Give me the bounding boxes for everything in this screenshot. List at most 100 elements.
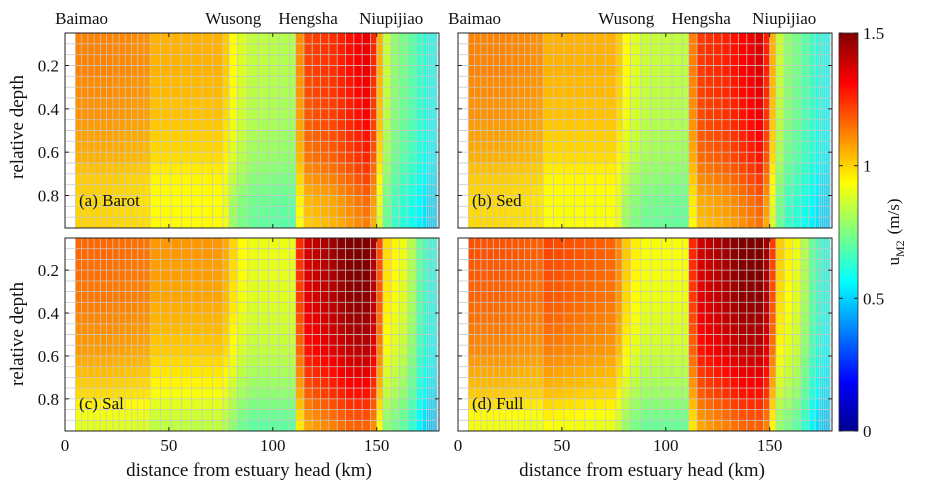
heatmap-cell: [426, 270, 430, 282]
heatmap-cell: [312, 345, 321, 357]
heatmap-cell: [87, 420, 95, 432]
heatmap-cell: [222, 206, 230, 218]
heatmap-cell: [345, 302, 355, 314]
heatmap-cell: [615, 334, 623, 346]
heatmap-cell: [622, 420, 631, 432]
heatmap-cell: [125, 141, 132, 153]
heatmap-cell: [825, 313, 829, 325]
heatmap-cell: [661, 302, 673, 314]
heatmap-cell: [345, 76, 355, 88]
heatmap-cell: [651, 54, 663, 66]
heatmap-cell: [303, 119, 313, 131]
heatmap-cell: [738, 76, 748, 88]
heatmap-cell: [353, 87, 363, 99]
heatmap-cell: [279, 313, 290, 325]
heatmap-cell: [353, 248, 363, 260]
heatmap-cell: [75, 152, 83, 164]
heatmap-cell: [212, 345, 224, 357]
heatmap-cell: [353, 141, 363, 153]
heatmap-cell: [755, 173, 764, 186]
heatmap-cell: [303, 184, 313, 196]
heatmap-cell: [434, 43, 438, 56]
heatmap-cell: [229, 87, 238, 99]
heatmap-cell: [474, 87, 482, 99]
heatmap-cell: [100, 108, 107, 121]
heatmap-cell: [815, 65, 820, 77]
heatmap-cell: [416, 280, 423, 293]
heatmap-cell: [268, 345, 280, 357]
heatmap-cell: [416, 355, 423, 368]
heatmap-cell: [536, 130, 544, 142]
heatmap-cell: [584, 130, 596, 142]
heatmap-cell: [150, 280, 161, 293]
heatmap-cell: [353, 355, 363, 368]
heatmap-cell: [769, 195, 777, 207]
heatmap-cell: [422, 33, 427, 45]
heatmap-cell: [493, 270, 500, 282]
heatmap-cell: [672, 302, 683, 314]
heatmap-cell: [825, 409, 829, 421]
heatmap-cell: [584, 366, 596, 378]
heatmap-cell: [376, 141, 384, 153]
heatmap-cell: [268, 388, 280, 400]
heatmap-cell: [640, 302, 652, 314]
heatmap-cell: [682, 141, 690, 153]
heatmap-cell: [688, 173, 698, 186]
heatmap-cell: [376, 302, 384, 314]
heatmap-cell: [434, 248, 438, 260]
heatmap-cell: [212, 98, 224, 110]
heatmap-cell: [474, 398, 482, 410]
heatmap-cell: [106, 65, 114, 77]
heatmap-cell: [688, 43, 698, 56]
heatmap-cell: [422, 206, 427, 218]
heatmap-cell: [543, 280, 554, 293]
heatmap-cell: [595, 195, 606, 207]
heatmap-cell: [821, 355, 825, 368]
heatmap-cell: [651, 217, 663, 229]
heatmap-cell: [819, 184, 823, 196]
heatmap-cell: [730, 98, 739, 110]
heatmap-cell: [399, 409, 409, 421]
heatmap-cell: [353, 43, 363, 56]
heatmap-cell: [827, 313, 831, 325]
heatmap-cell: [320, 163, 330, 175]
heatmap-cell: [143, 420, 151, 432]
heatmap-cell: [661, 98, 673, 110]
heatmap-cell: [353, 163, 363, 175]
heatmap-cell: [584, 323, 596, 335]
heatmap-cell: [150, 420, 161, 432]
heatmap-cell: [536, 76, 544, 88]
heatmap-cell: [100, 173, 107, 186]
heatmap-cell: [258, 76, 270, 88]
heatmap-cell: [170, 248, 182, 260]
heatmap-cell: [730, 163, 739, 175]
heatmap-cell: [651, 291, 663, 303]
heatmap-cell: [705, 206, 714, 218]
heatmap-cell: [819, 377, 823, 389]
heatmap-cell: [682, 377, 690, 389]
heatmap-cell: [382, 141, 392, 153]
heatmap-cell: [112, 195, 120, 207]
heatmap-cell: [320, 398, 330, 410]
heatmap-cell: [125, 270, 132, 282]
heatmap-cell: [81, 313, 89, 325]
heatmap-cell: [630, 108, 642, 121]
y-tick-label: 0.4: [38, 304, 60, 323]
heatmap-cell: [605, 323, 617, 335]
heatmap-cell: [112, 130, 120, 142]
heatmap-cell: [530, 76, 538, 88]
heatmap-cell: [721, 98, 731, 110]
heatmap-cell: [430, 355, 434, 368]
heatmap-cell: [672, 54, 683, 66]
heatmap-cell: [622, 54, 631, 66]
heatmap-cell: [370, 98, 378, 110]
heatmap-cell: [738, 33, 748, 45]
colorbar-label-unit: (m/s): [884, 198, 903, 234]
heatmap-cell: [279, 291, 290, 303]
heatmap-cell: [295, 313, 305, 325]
heatmap-cell: [769, 33, 777, 45]
heatmap-cell: [432, 33, 436, 45]
heatmap-cell: [94, 323, 101, 335]
heatmap-cell: [212, 238, 224, 250]
heatmap-cell: [426, 217, 430, 229]
